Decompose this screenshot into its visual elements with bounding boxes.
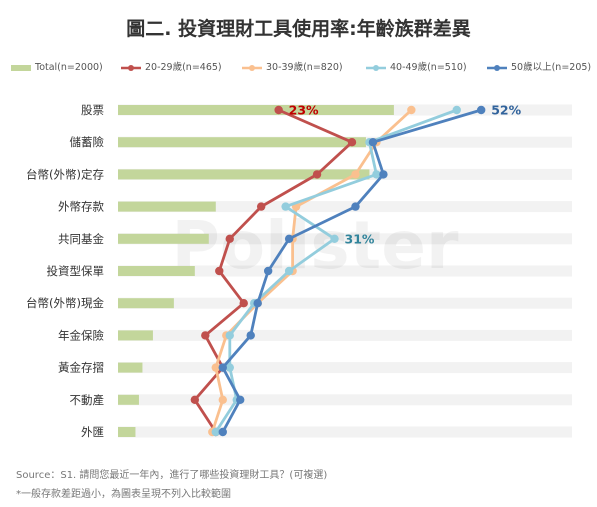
total-bar xyxy=(118,169,370,180)
watermark: Pollster xyxy=(171,207,459,284)
bar-track xyxy=(118,297,572,309)
chart-title: 圖二. 投資理財工具使用率:年齡族群差異 xyxy=(126,18,471,40)
series-point xyxy=(225,363,234,372)
series-point xyxy=(211,427,220,437)
series-point xyxy=(256,202,266,211)
category-labels: 股票儲蓄險台幣(外幣)定存外幣存款共同基金投資型保單台幣(外幣)現金年金保險黃金… xyxy=(26,103,104,439)
total-bar xyxy=(118,330,153,341)
series-point xyxy=(218,363,227,372)
series-point xyxy=(372,170,381,179)
total-bar xyxy=(118,298,174,309)
legend-swatch-40-49 xyxy=(366,65,386,71)
legend-swatch-30-39 xyxy=(242,65,262,71)
legend-label-40-49: 40-49歲(n=510) xyxy=(390,62,467,73)
series-point xyxy=(239,299,248,308)
series-point xyxy=(452,105,461,115)
series-point xyxy=(407,105,416,115)
legend-label-30-39: 30-39歲(n=820) xyxy=(266,62,343,73)
category-label: 共同基金 xyxy=(58,232,104,246)
data-label: 23% xyxy=(289,103,319,118)
category-label: 台幣(外幣)定存 xyxy=(26,167,104,181)
total-bar xyxy=(118,427,136,437)
bar-track xyxy=(118,201,572,213)
legend-label-total: Total(n=2000) xyxy=(35,62,103,73)
total-bar xyxy=(118,201,216,212)
series-point xyxy=(225,234,234,243)
total-bar xyxy=(118,394,139,405)
legend-label-50-plus: 50歲以上(n=205) xyxy=(511,62,592,73)
series-point xyxy=(379,170,388,179)
series-point xyxy=(253,299,262,308)
data-label: 52% xyxy=(491,103,521,118)
series-point xyxy=(284,266,294,276)
series-point xyxy=(218,395,227,404)
category-label: 台幣(外幣)現金 xyxy=(26,296,104,310)
series-point xyxy=(351,170,360,179)
category-label: 不動產 xyxy=(70,393,105,407)
category-label: 股票 xyxy=(81,103,104,117)
series-point xyxy=(330,234,339,243)
series-point xyxy=(225,331,234,340)
bar-track xyxy=(118,329,572,341)
series-point xyxy=(284,234,294,243)
series-point xyxy=(312,170,322,179)
series-point xyxy=(347,138,357,147)
series-point xyxy=(190,395,200,404)
chart-legend: Total(n=2000) 20-29歲(n=465) 30-39歲(n=820… xyxy=(10,61,595,75)
total-bar xyxy=(118,266,195,276)
bar-track xyxy=(118,362,572,374)
footnote: *一般存款差距過小，為圖表呈現不列入比較範圍 xyxy=(16,489,231,500)
series-point xyxy=(281,202,290,211)
legend-label-20-29: 20-29歲(n=465) xyxy=(145,62,222,73)
legend-swatch-50-plus xyxy=(487,65,507,71)
total-bar xyxy=(118,137,366,148)
series-point xyxy=(201,331,210,340)
category-label: 外幣存款 xyxy=(58,200,104,214)
series-point xyxy=(368,138,378,147)
series-point xyxy=(263,266,273,276)
source-note: Source：S1. 請問您最近一年內，進行了哪些投資理財工具？(可複選) xyxy=(16,470,328,481)
category-label: 外匯 xyxy=(81,425,104,439)
category-label: 儲蓄險 xyxy=(70,135,105,149)
series-point xyxy=(274,105,283,115)
bar-track xyxy=(118,265,572,277)
bar-track xyxy=(118,394,572,406)
series-point xyxy=(236,395,245,404)
category-label: 黃金存摺 xyxy=(58,361,104,375)
category-label: 投資型保單 xyxy=(47,264,105,278)
data-labels: 23% 52% 31% xyxy=(289,103,522,247)
total-bar xyxy=(118,233,209,244)
legend-swatch-total xyxy=(11,65,31,71)
series-point xyxy=(211,363,220,372)
series-point xyxy=(477,105,486,115)
series-point xyxy=(246,331,255,340)
series-point xyxy=(351,202,360,211)
series-lines xyxy=(190,105,486,437)
bar-track xyxy=(118,233,572,245)
series-point xyxy=(215,266,224,276)
bar-track xyxy=(118,426,572,438)
total-bars xyxy=(118,105,394,437)
total-bar xyxy=(118,362,143,373)
legend-swatch-20-29 xyxy=(121,65,141,71)
total-bar xyxy=(118,105,394,115)
data-label: 31% xyxy=(345,231,375,246)
category-label: 年金保險 xyxy=(58,328,104,342)
series-point xyxy=(218,427,227,437)
